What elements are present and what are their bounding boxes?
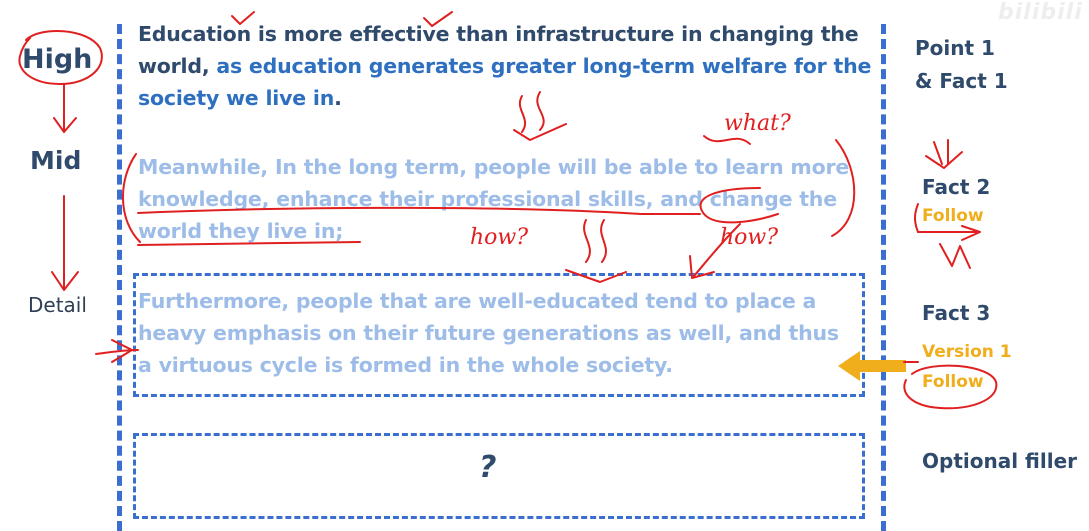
point-end-text: . <box>334 86 342 110</box>
ink-arrow-high-mid <box>53 83 77 133</box>
filler-question-mark: ? <box>479 450 497 485</box>
watermark-logo: bilibili <box>998 0 1083 25</box>
fact2-paragraph: Meanwhile, In the long term, people will… <box>138 155 850 243</box>
fact3-dashed-box <box>133 273 865 397</box>
level-high-label: High <box>22 44 93 75</box>
label-fact2: Fact 2 <box>922 175 991 199</box>
ink-arrow-fact2-label <box>925 139 963 169</box>
label-fact3: Fact 3 <box>922 301 991 325</box>
level-mid-label: Mid <box>30 146 82 175</box>
ink-what-text: what? <box>724 111 791 136</box>
optional-filler-box <box>133 433 865 519</box>
level-detail-label: Detail <box>28 293 87 317</box>
point-paragraph: Education is more effective than infrast… <box>138 18 873 114</box>
label-fact1: & Fact 1 <box>915 69 1008 93</box>
right-column-divider <box>881 24 886 531</box>
label-point1: Point 1 <box>915 36 995 60</box>
ink-squiggle-what <box>703 135 751 145</box>
label-follow-fact2: Follow <box>922 206 984 226</box>
ink-underline-follow-a <box>917 225 981 241</box>
label-optional-filler: Optional filler <box>922 449 1077 473</box>
label-version1: Version 1 <box>922 342 1012 362</box>
left-column-divider <box>117 24 122 531</box>
ink-bracket-follow-a <box>914 203 919 233</box>
ink-squiggle-follow-a <box>939 243 971 269</box>
label-follow-fact3: Follow <box>922 372 984 392</box>
point-main-text: Education is more effective than infrast… <box>138 22 859 78</box>
point-claim-text: as education generates greater long-term… <box>138 54 872 110</box>
ink-arrow-mid-detail <box>51 195 79 291</box>
orange-left-arrow-icon <box>838 351 906 381</box>
fact3-paragraph: Furthermore, people that are well-educat… <box>138 289 839 377</box>
